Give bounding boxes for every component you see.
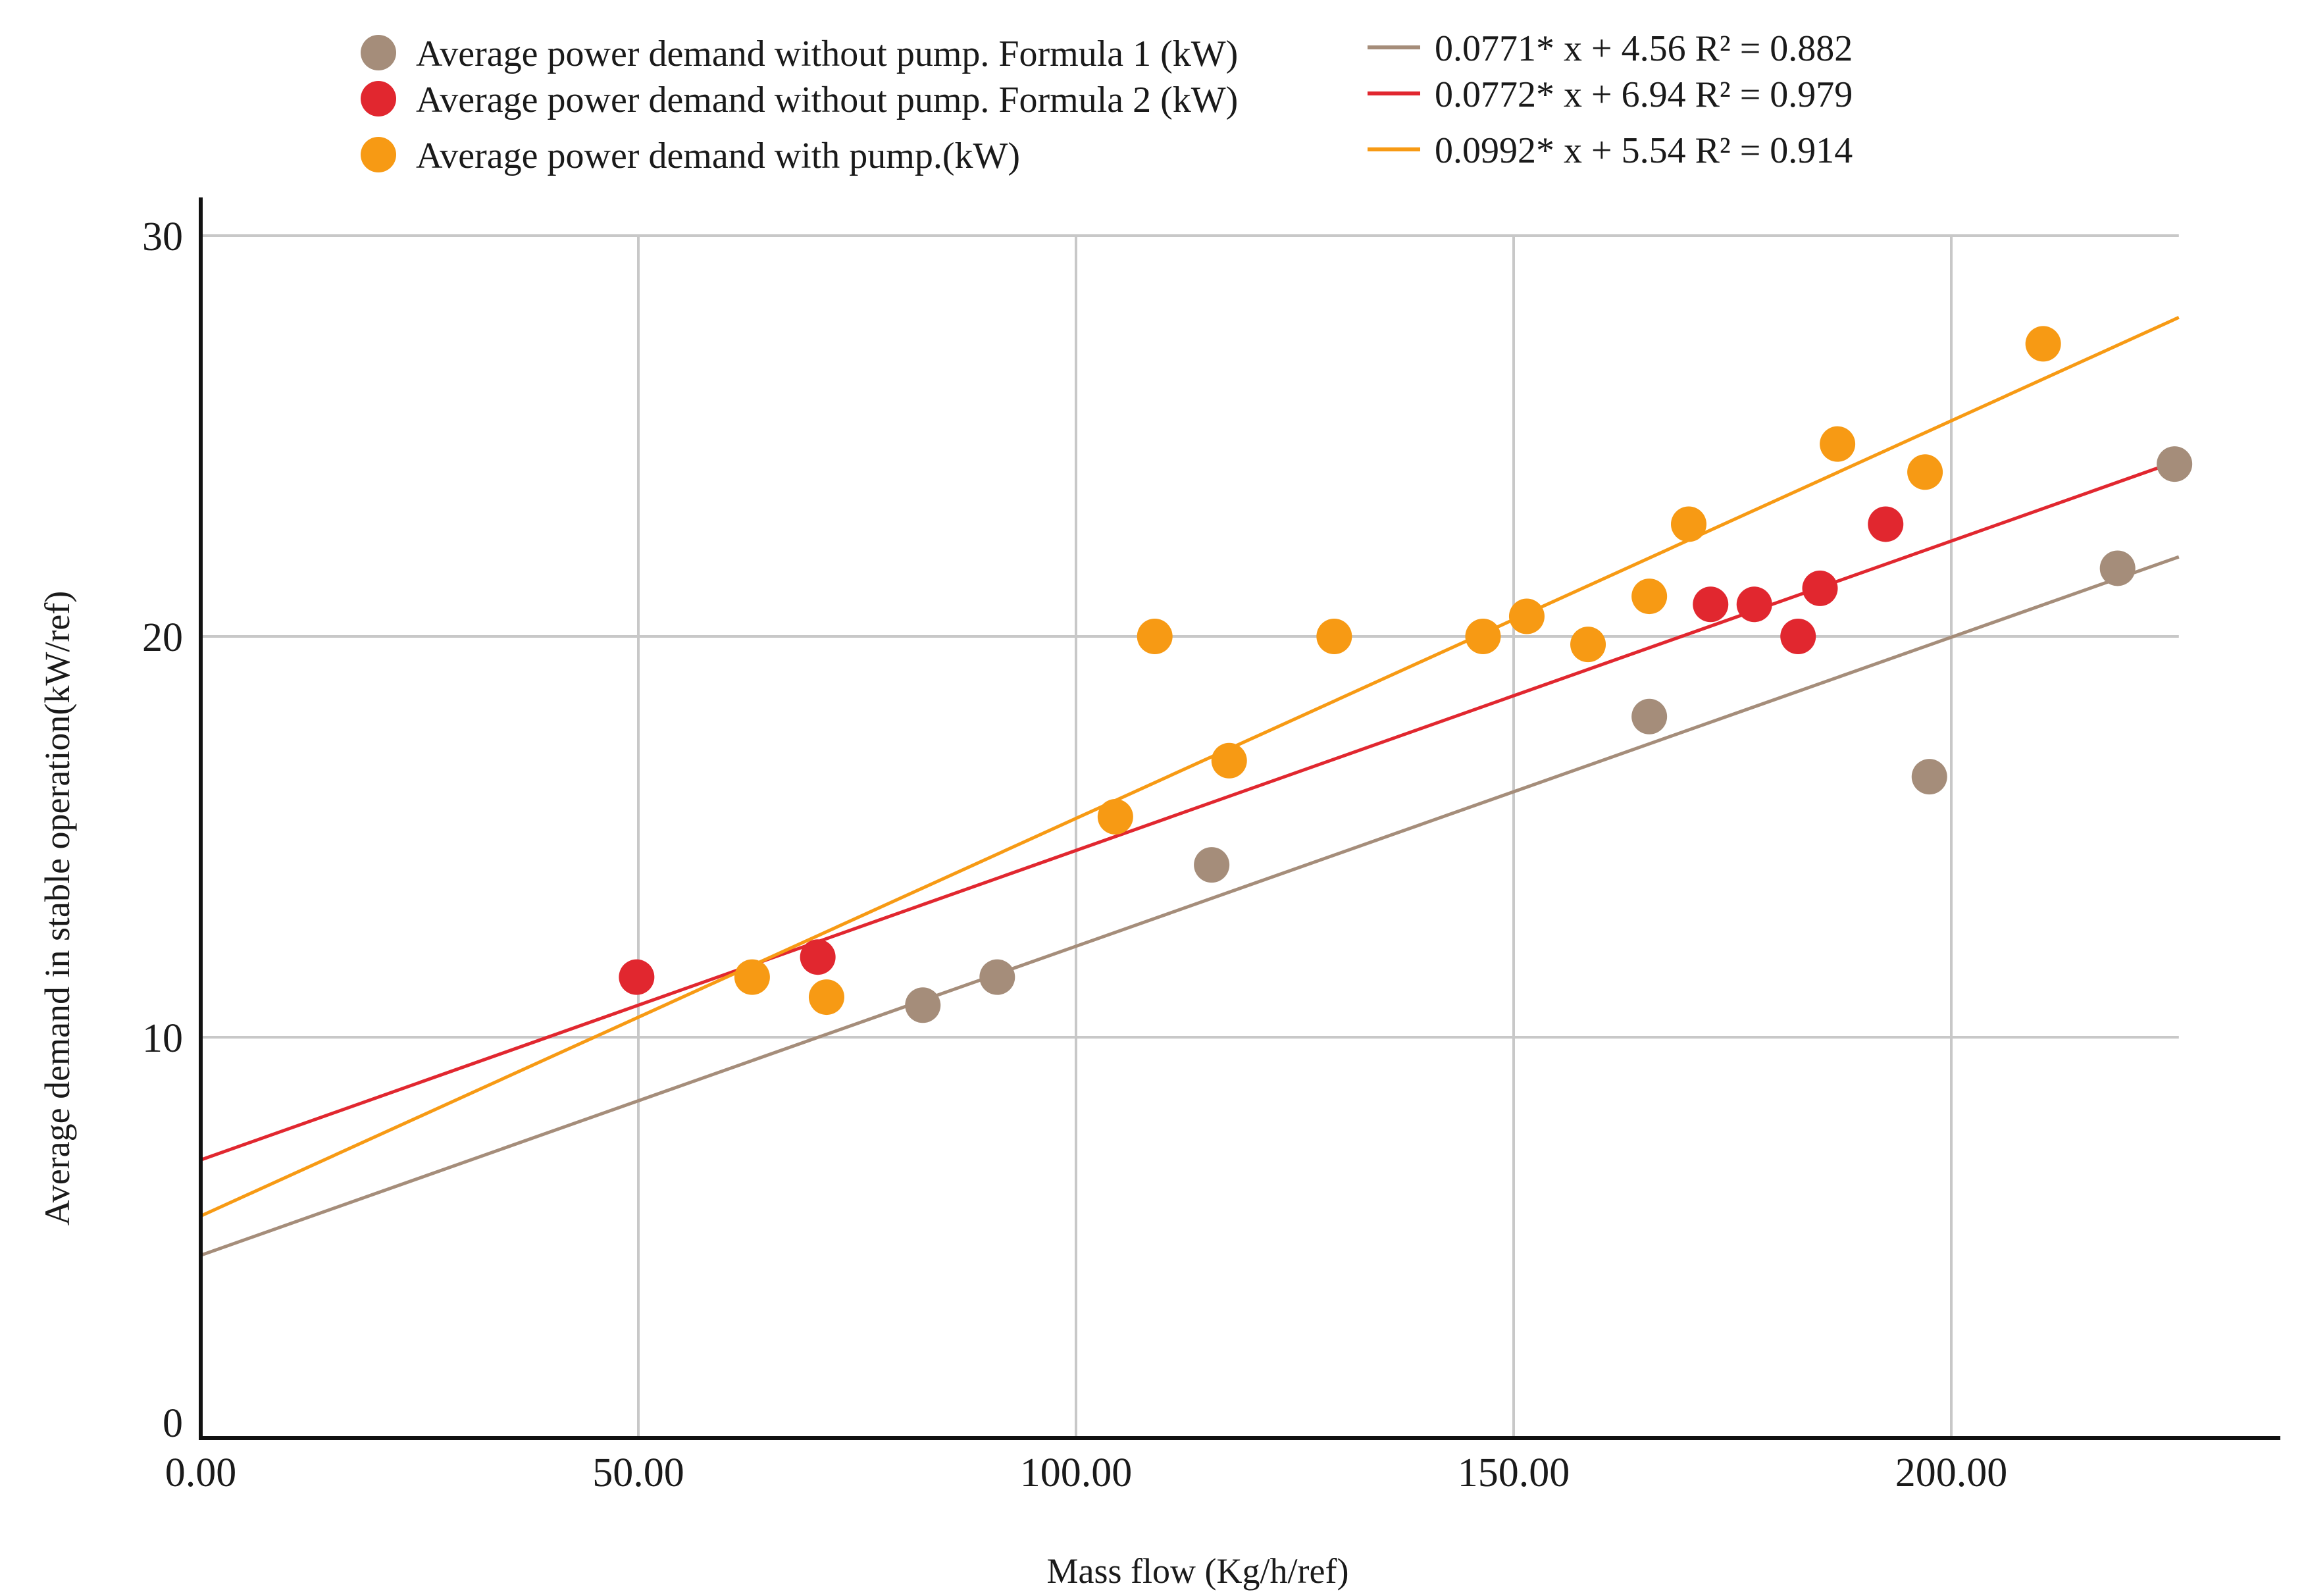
tick-labels: 0.00 50.00 100.00 150.00 200.00 0 10 20 30 bbox=[142, 215, 2007, 1495]
grid-lines bbox=[201, 234, 2179, 1438]
data-points bbox=[619, 326, 2193, 1023]
legend-marker bbox=[361, 35, 396, 70]
legend-equation: 0.0992* x + 5.54 R² = 0.914 bbox=[1435, 130, 1853, 171]
data-point bbox=[1907, 454, 1943, 490]
data-point bbox=[2099, 550, 2136, 586]
legend-equation: 0.0772* x + 6.94 R² = 0.979 bbox=[1435, 74, 1853, 115]
x-tick-label: 50.00 bbox=[592, 1451, 684, 1495]
data-point bbox=[1820, 426, 1856, 462]
data-point bbox=[1570, 627, 1606, 663]
data-point bbox=[1868, 506, 1904, 542]
legend-marker bbox=[361, 81, 396, 116]
data-point bbox=[1780, 619, 1816, 654]
data-point bbox=[1097, 799, 1133, 835]
y-axis-title: Average demand in stable operation(kW/re… bbox=[38, 591, 77, 1226]
trendlines bbox=[199, 316, 2180, 1257]
y-tick-label: 30 bbox=[142, 215, 183, 259]
data-point bbox=[1211, 742, 1247, 779]
data-point bbox=[979, 959, 1015, 995]
x-tick-label: 0.00 bbox=[165, 1451, 237, 1495]
x-tick-label: 100.00 bbox=[1020, 1451, 1133, 1495]
data-point bbox=[808, 979, 844, 1016]
data-point bbox=[1508, 598, 1545, 634]
data-point bbox=[1631, 698, 1668, 734]
data-point bbox=[1465, 619, 1501, 654]
legend-label: Average power demand with pump.(kW) bbox=[416, 136, 1020, 176]
data-point bbox=[1194, 847, 1230, 883]
y-tick-label: 0 bbox=[163, 1401, 183, 1446]
y-tick-label: 20 bbox=[142, 615, 183, 660]
legend-equation: 0.0771* x + 4.56 R² = 0.882 bbox=[1435, 28, 1853, 69]
legend-label: Average power demand without pump. Formu… bbox=[416, 80, 1238, 120]
data-point bbox=[905, 987, 941, 1023]
data-point bbox=[2157, 446, 2193, 482]
data-point bbox=[800, 939, 836, 975]
legend-label: Average power demand without pump. Formu… bbox=[416, 34, 1238, 74]
data-point bbox=[619, 959, 655, 995]
data-point bbox=[1911, 759, 1947, 795]
data-point bbox=[1736, 586, 1772, 623]
y-tick-label: 10 bbox=[142, 1016, 183, 1061]
trendline bbox=[199, 316, 2180, 1218]
axes bbox=[199, 197, 2280, 1440]
data-point bbox=[1631, 579, 1668, 615]
data-point bbox=[1316, 619, 1352, 654]
x-tick-label: 200.00 bbox=[1895, 1451, 2008, 1495]
data-point bbox=[1137, 619, 1173, 654]
data-point bbox=[734, 959, 770, 995]
trendline bbox=[200, 555, 2180, 1257]
legend-marker bbox=[361, 137, 396, 172]
legend: Average power demand without pump. Formu… bbox=[361, 28, 1853, 176]
x-tick-label: 150.00 bbox=[1458, 1451, 1570, 1495]
data-point bbox=[2025, 326, 2061, 362]
data-point bbox=[1693, 586, 1729, 623]
trendline bbox=[200, 459, 2180, 1162]
data-point bbox=[1671, 506, 1706, 542]
x-axis-title: Mass flow (Kg/h/ref) bbox=[1047, 1551, 1349, 1591]
data-point bbox=[1802, 570, 1838, 606]
